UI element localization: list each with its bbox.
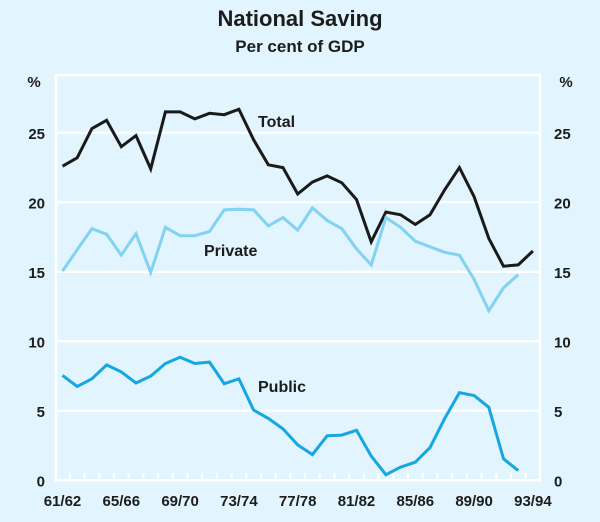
y-tick-label-left: 25: [28, 126, 45, 143]
x-tick-label: 77/78: [279, 493, 317, 510]
y-tick-label-left: 15: [28, 265, 45, 282]
y-tick-label-right: 10: [554, 334, 571, 351]
series-label-private: Private: [204, 243, 257, 260]
x-tick-label: 73/74: [220, 493, 258, 510]
series-label-public: Public: [258, 379, 306, 396]
y-tick-label-right: 15: [554, 265, 571, 282]
chart-subtitle: Per cent of GDP: [235, 37, 364, 56]
y-tick-label-right: 0: [554, 473, 562, 490]
x-tick-label: 65/66: [103, 493, 141, 510]
y-tick-label-left: 10: [28, 334, 45, 351]
plot-frame: [54, 73, 542, 482]
series-line-total: [61, 107, 534, 268]
x-tick-label: 93/94: [514, 493, 552, 510]
series-line-public: [61, 355, 520, 477]
chart-title: National Saving: [217, 6, 382, 31]
y-tick-label-left: 0: [37, 473, 45, 490]
y-axis-unit-right: %: [559, 74, 572, 91]
y-tick-label-right: 25: [554, 126, 571, 143]
y-tick-label-left: 5: [37, 404, 45, 421]
y-axis-unit-left: %: [27, 74, 40, 91]
y-tick-label-right: 5: [554, 404, 562, 421]
y-tick-label-right: 20: [554, 195, 571, 212]
x-tick-label: 81/82: [338, 493, 376, 510]
y-tick-label-left: 20: [28, 195, 45, 212]
series-line-private: [61, 205, 520, 314]
x-tick-label: 61/62: [44, 493, 82, 510]
series-label-total: Total: [258, 114, 295, 131]
x-tick-label: 85/86: [397, 493, 435, 510]
x-tick-label: 89/90: [455, 493, 493, 510]
x-tick-label: 69/70: [161, 493, 199, 510]
